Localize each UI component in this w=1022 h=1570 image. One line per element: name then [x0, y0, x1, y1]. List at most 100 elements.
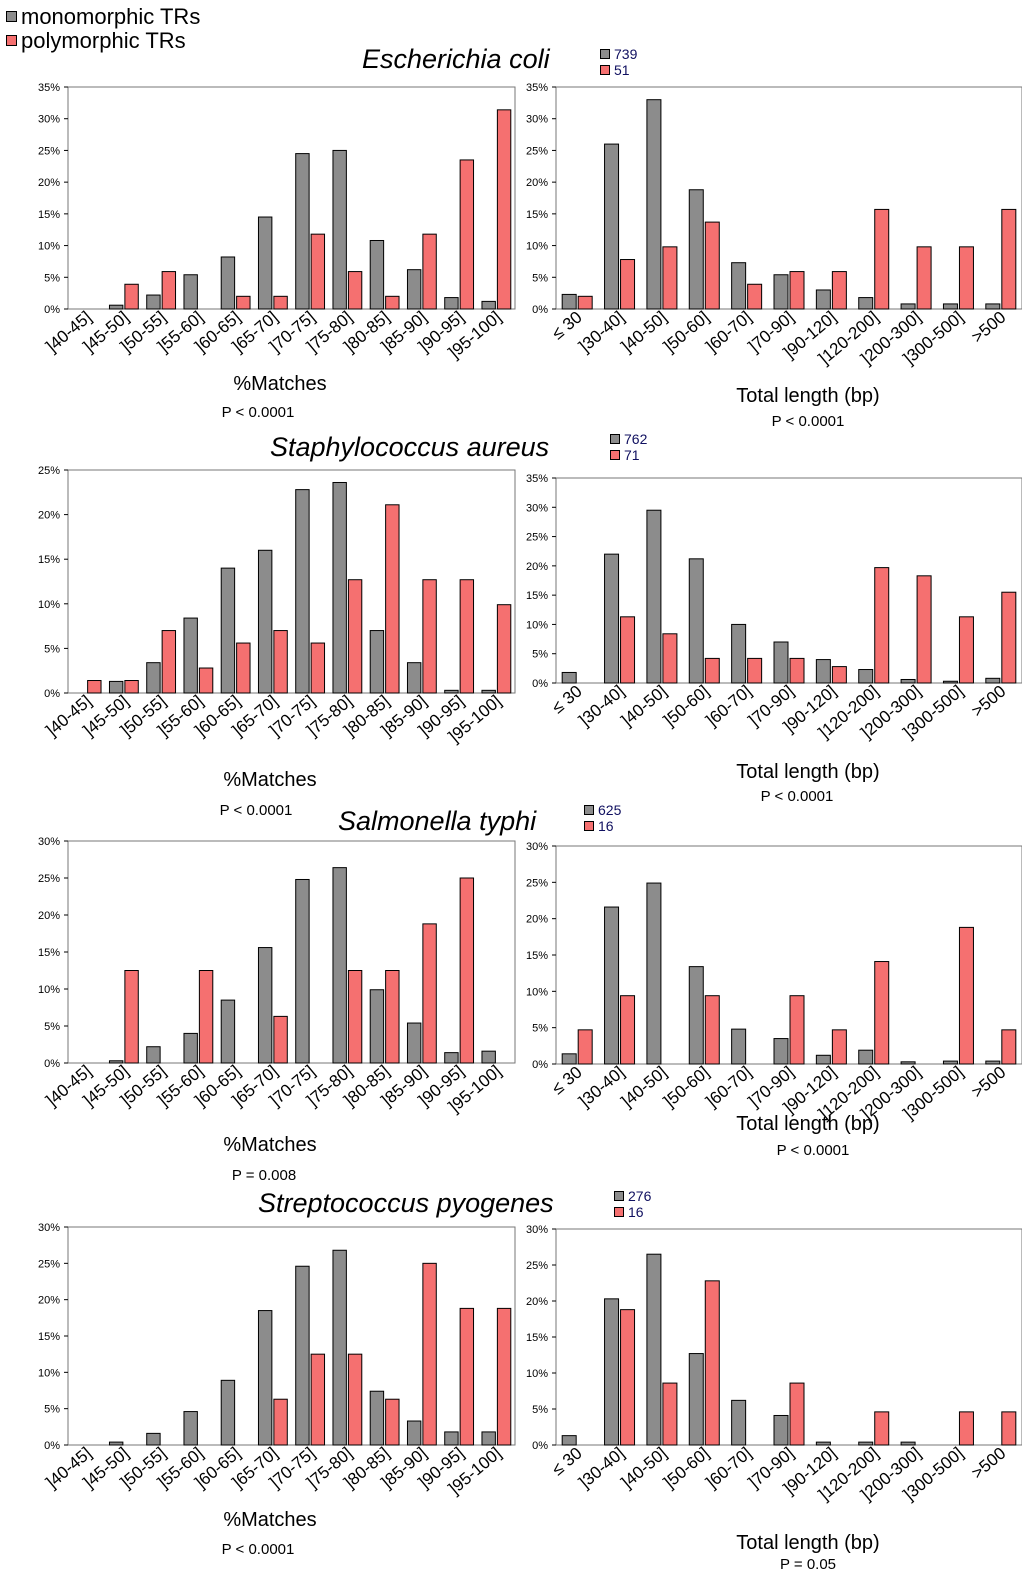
bar-polymorphic-7 — [874, 208, 890, 310]
bar-monomorphic-10 — [985, 677, 1001, 684]
bar-monomorphic-5 — [257, 549, 273, 694]
bar-polymorphic-5 — [273, 1398, 288, 1446]
p-value-label: P < 0.0001 — [222, 1541, 295, 1558]
bar-monomorphic-7 — [858, 1441, 874, 1446]
count-poly-spyogenes: 16 — [614, 1205, 644, 1219]
x-tick-label: >500 — [968, 1444, 1010, 1483]
bar-polymorphic-2 — [662, 633, 678, 684]
y-tick-label: 20% — [526, 1296, 548, 1308]
bar-polymorphic-1 — [620, 259, 636, 310]
y-tick-label: 20% — [38, 910, 60, 922]
p-value-label: P < 0.0001 — [772, 413, 845, 430]
bar-monomorphic-8 — [369, 239, 385, 310]
bar-monomorphic-4 — [731, 623, 747, 684]
bar-monomorphic-10 — [985, 1060, 1001, 1065]
bar-monomorphic-1 — [604, 553, 620, 684]
bar-monomorphic-6 — [295, 489, 310, 694]
bar-monomorphic-0 — [561, 293, 577, 310]
bar-monomorphic-6 — [295, 153, 310, 310]
bar-monomorphic-10 — [444, 1431, 459, 1446]
chart-saureus_matches: 0%5%10%15%20%25%]40-45]]45-50]]50-55]]55… — [38, 465, 516, 819]
bar-polymorphic-9 — [422, 923, 437, 1064]
bar-monomorphic-8 — [900, 678, 916, 684]
bar-monomorphic-3 — [183, 1411, 198, 1446]
bar-monomorphic-9 — [942, 1060, 958, 1065]
x-axis-label: %Matches — [233, 373, 326, 395]
bar-polymorphic-5 — [789, 1382, 805, 1446]
bar-monomorphic-3 — [688, 189, 704, 310]
y-tick-label: 5% — [532, 649, 548, 661]
bar-polymorphic-6 — [831, 271, 847, 310]
chart-ecoli_matches: 0%5%10%15%20%25%30%35%]40-45]]45-50]]50-… — [38, 82, 516, 421]
y-tick-label: 0% — [44, 688, 60, 700]
bar-monomorphic-4 — [731, 262, 747, 310]
count-poly-styphi: 16 — [584, 819, 614, 833]
bar-monomorphic-8 — [900, 303, 916, 310]
y-tick-label: 25% — [526, 877, 548, 889]
bar-polymorphic-5 — [789, 657, 805, 684]
bar-monomorphic-8 — [369, 989, 385, 1064]
species-title-ecoli: Escherichia coli — [362, 44, 550, 74]
y-tick-label: 25% — [38, 1258, 60, 1270]
bar-polymorphic-3 — [198, 970, 214, 1064]
bar-polymorphic-5 — [789, 995, 805, 1065]
bar-monomorphic-4 — [731, 1399, 747, 1446]
x-tick-label: ]40-50] — [618, 682, 671, 731]
bar-monomorphic-6 — [815, 289, 831, 310]
bar-monomorphic-7 — [858, 297, 874, 310]
bar-monomorphic-7 — [858, 669, 874, 684]
bar-polymorphic-4 — [747, 283, 763, 310]
y-tick-label: 15% — [38, 947, 60, 959]
p-value-label: P < 0.0001 — [220, 802, 293, 819]
bar-monomorphic-11 — [481, 1431, 496, 1446]
bar-monomorphic-3 — [688, 558, 704, 684]
y-tick-label: 0% — [532, 1440, 548, 1452]
bar-polymorphic-11 — [496, 1307, 512, 1446]
bar-polymorphic-10 — [1001, 1029, 1017, 1065]
y-tick-label: 25% — [38, 145, 60, 157]
bar-monomorphic-1 — [108, 680, 124, 694]
bar-polymorphic-0 — [87, 680, 102, 694]
bar-monomorphic-5 — [257, 947, 273, 1064]
bar-polymorphic-7 — [347, 970, 363, 1064]
bar-monomorphic-0 — [561, 671, 577, 684]
bar-polymorphic-1 — [620, 995, 636, 1065]
y-tick-label: 0% — [532, 304, 548, 316]
bar-monomorphic-9 — [942, 680, 958, 684]
count-swatch-mono — [584, 805, 594, 815]
bar-monomorphic-9 — [406, 269, 422, 310]
x-tick-label: ]30-40] — [575, 308, 628, 357]
chart-styphi_length: 0%5%10%15%20%25%30%≤ 30]30-40]]40-50]]50… — [526, 841, 1022, 1159]
y-tick-label: 20% — [38, 177, 60, 189]
bar-monomorphic-4 — [220, 1379, 236, 1446]
bar-monomorphic-10 — [444, 1052, 459, 1064]
bar-polymorphic-3 — [704, 1280, 720, 1446]
y-tick-label: 15% — [38, 209, 60, 221]
y-tick-label: 25% — [526, 532, 548, 544]
y-tick-label: 10% — [38, 984, 60, 996]
chart-ecoli_length: 0%5%10%15%20%25%30%35%≤ 30]30-40]]40-50]… — [526, 82, 1022, 430]
chart-spyogenes_length: 0%5%10%15%20%25%30%≤ 30]30-40]]40-50]]50… — [526, 1224, 1022, 1570]
bar-monomorphic-1 — [108, 1441, 124, 1446]
species-title-spyogenes: Streptococcus pyogenes — [258, 1188, 554, 1218]
x-tick-label: ]30-40] — [575, 1444, 628, 1493]
count-value-mono: 762 — [624, 431, 648, 447]
bar-monomorphic-2 — [146, 294, 161, 310]
y-tick-label: 25% — [38, 873, 60, 885]
count-swatch-poly — [600, 65, 610, 75]
bar-monomorphic-6 — [815, 659, 831, 684]
x-tick-label: ]30-40] — [575, 1063, 628, 1112]
bar-polymorphic-8 — [385, 295, 400, 310]
bar-monomorphic-7 — [332, 1249, 347, 1446]
x-tick-label: ]30-40] — [575, 682, 628, 731]
bar-polymorphic-9 — [422, 233, 437, 310]
count-value-poly: 71 — [624, 447, 640, 463]
x-axis-label: Total length (bp) — [736, 1113, 879, 1135]
bar-monomorphic-8 — [369, 630, 385, 694]
y-tick-label: 5% — [44, 1404, 60, 1416]
y-tick-label: 35% — [526, 82, 548, 94]
y-tick-label: 25% — [526, 145, 548, 157]
bar-monomorphic-9 — [406, 1420, 422, 1446]
x-axis-label: %Matches — [223, 1134, 316, 1156]
